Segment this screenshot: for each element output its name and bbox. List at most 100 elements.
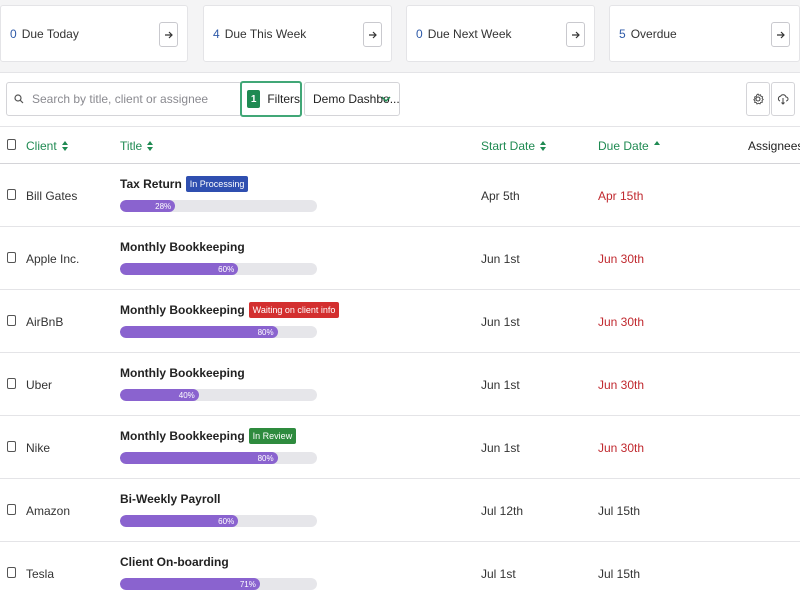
column-header-label: Client [26, 139, 57, 153]
column-header-client[interactable]: Client [26, 139, 68, 153]
table-row[interactable]: Amazon Bi-Weekly Payroll 60% Jul 12th Jul 15… [0, 479, 800, 542]
column-header-label: Assignees [748, 139, 800, 153]
row-checkbox[interactable] [7, 441, 16, 452]
card-due-this-week[interactable]: 4 Due This Week [203, 5, 392, 62]
card-count: 4 [213, 26, 220, 41]
column-header-title[interactable]: Title [120, 139, 154, 153]
client-name[interactable]: AirBnB [26, 315, 64, 329]
progress-label: 40% [178, 390, 195, 400]
task-title[interactable]: Tax Return [120, 177, 182, 191]
tasks-table: Client Title Start Date Due Date Assigne… [0, 126, 800, 600]
search-input[interactable] [32, 92, 232, 106]
row-checkbox[interactable] [7, 252, 16, 263]
progress-label: 60% [218, 516, 235, 526]
task-title[interactable]: Bi-Weekly Payroll [120, 492, 221, 506]
progress-fill: 40% [120, 389, 199, 401]
task-title[interactable]: Monthly Bookkeeping [120, 429, 245, 443]
row-checkbox[interactable] [7, 189, 16, 200]
task-title[interactable]: Monthly Bookkeeping [120, 240, 245, 254]
start-date: Jun 1st [481, 252, 520, 266]
progress-label: 60% [218, 264, 235, 274]
arrow-right-icon [164, 31, 173, 38]
column-header-label: Due Date [598, 139, 649, 153]
progress-fill: 80% [120, 452, 278, 464]
settings-button[interactable] [746, 82, 770, 116]
progress-bar: 60% [120, 515, 317, 527]
dashboard-select[interactable]: Demo Dashbo... [304, 82, 400, 116]
row-checkbox[interactable] [7, 378, 16, 389]
table-row[interactable]: Tesla Client On-boarding 71% Jul 1st Jul 15t… [0, 542, 800, 600]
column-header-label: Title [120, 139, 143, 153]
client-name[interactable]: Apple Inc. [26, 252, 80, 266]
sort-icon [540, 141, 547, 151]
table-row[interactable]: Nike Monthly Bookkeeping In Review 80% Jun 1… [0, 416, 800, 479]
column-header-start-date[interactable]: Start Date [481, 139, 547, 153]
table-row[interactable]: Uber Monthly Bookkeeping 40% Jun 1st Jun 30t… [0, 353, 800, 416]
start-date: Jun 1st [481, 315, 520, 329]
summary-cards: 0 Due Today 4 Due This Week 0 Due Next W… [0, 0, 800, 72]
task-title[interactable]: Client On-boarding [120, 555, 229, 569]
card-open-button[interactable] [363, 22, 382, 47]
task-title[interactable]: Monthly Bookkeeping [120, 366, 245, 380]
sort-icon [147, 141, 154, 151]
task-title-group: Monthly Bookkeeping Waiting on client inf… [120, 299, 340, 321]
column-header-assignees: Assignees [748, 139, 800, 153]
card-count: 0 [416, 26, 423, 41]
task-title-group: Monthly Bookkeeping [120, 236, 245, 258]
card-count: 5 [619, 26, 626, 41]
gear-icon [753, 93, 764, 105]
task-title-group: Monthly Bookkeeping [120, 362, 245, 384]
select-all-checkbox[interactable] [7, 139, 16, 150]
start-date: Jul 1st [481, 567, 516, 581]
sort-ascending-icon [653, 141, 660, 145]
client-name[interactable]: Amazon [26, 504, 71, 518]
card-open-button[interactable] [771, 22, 790, 47]
progress-fill: 60% [120, 263, 239, 275]
search-box[interactable] [6, 82, 242, 116]
client-name[interactable]: Nike [26, 441, 51, 455]
row-checkbox[interactable] [7, 315, 16, 326]
filters-button[interactable]: 1 Filters [240, 81, 302, 117]
card-open-button[interactable] [566, 22, 585, 47]
progress-label: 71% [239, 579, 256, 589]
search-icon [14, 94, 24, 104]
progress-bar: 60% [120, 263, 317, 275]
row-checkbox[interactable] [7, 504, 16, 515]
due-date: Jun 30th [598, 315, 645, 329]
task-title-group: Tax Return In Processing [120, 173, 249, 195]
task-title-group: Client On-boarding [120, 551, 229, 573]
table-row[interactable]: Bill Gates Tax Return In Processing 28% Apr … [0, 164, 800, 227]
progress-bar: 71% [120, 578, 317, 590]
arrow-right-icon [776, 31, 785, 38]
client-name[interactable]: Uber [26, 378, 53, 392]
progress-bar: 28% [120, 200, 317, 212]
sort-icon [61, 141, 68, 151]
card-due-today[interactable]: 0 Due Today [0, 5, 188, 62]
task-title[interactable]: Monthly Bookkeeping [120, 303, 245, 317]
due-date: Jun 30th [598, 441, 645, 455]
progress-label: 80% [257, 327, 274, 337]
client-name[interactable]: Tesla [26, 567, 55, 581]
row-checkbox[interactable] [7, 567, 16, 578]
table-row[interactable]: AirBnB Monthly Bookkeeping Waiting on clie… [0, 290, 800, 353]
client-name[interactable]: Bill Gates [26, 189, 78, 203]
progress-fill: 28% [120, 200, 176, 212]
table-row[interactable]: Apple Inc. Monthly Bookkeeping 60% Jun 1st J… [0, 227, 800, 290]
cloud-download-icon [777, 94, 789, 105]
status-badge: In Processing [185, 176, 249, 192]
progress-bar: 40% [120, 389, 317, 401]
chevron-down-icon [381, 96, 391, 103]
column-header-due-date[interactable]: Due Date [598, 139, 660, 153]
card-open-button[interactable] [159, 22, 178, 47]
card-due-next-week[interactable]: 0 Due Next Week [406, 5, 595, 62]
card-overdue[interactable]: 5 Overdue [609, 5, 800, 62]
card-count: 0 [10, 26, 17, 41]
due-date: Apr 15th [598, 189, 644, 203]
due-date: Jun 30th [598, 252, 645, 266]
card-label: Overdue [630, 26, 677, 41]
export-button[interactable] [771, 82, 795, 116]
progress-fill: 60% [120, 515, 239, 527]
start-date: Jul 12th [481, 504, 524, 518]
toolbar: 1 Filters Demo Dashbo... [0, 72, 800, 126]
start-date: Jun 1st [481, 441, 520, 455]
